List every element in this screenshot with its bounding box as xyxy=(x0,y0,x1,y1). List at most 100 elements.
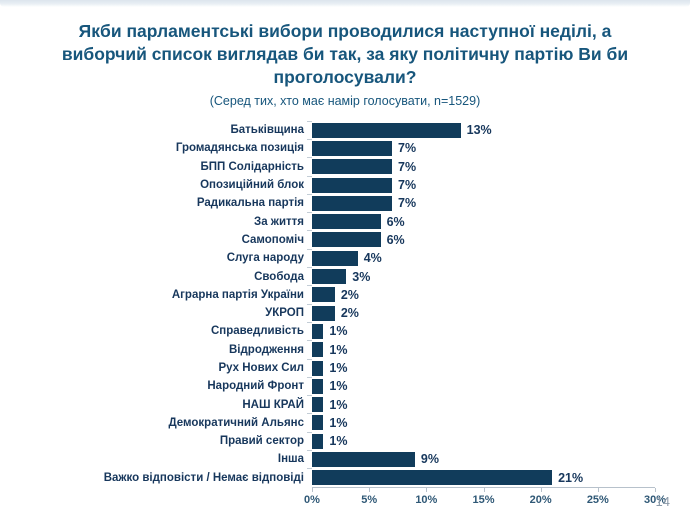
value-label: 4% xyxy=(363,251,382,266)
chart-row: Рух Нових Сил 1% xyxy=(0,358,690,377)
chart-row: Інша 9% xyxy=(0,449,690,468)
bar-track: 7% xyxy=(307,157,655,175)
value-label: 1% xyxy=(329,415,348,430)
value-label: 6% xyxy=(386,232,405,247)
bar-track: 2% xyxy=(307,285,655,303)
slide-top-border xyxy=(0,0,690,7)
category-label: Батьківщина xyxy=(230,124,305,137)
bar xyxy=(312,451,415,467)
category-label: Демократичний Альянс xyxy=(168,416,304,429)
bar-track: 13% xyxy=(307,120,655,138)
value-label: 1% xyxy=(329,434,348,449)
value-label: 1% xyxy=(329,324,348,339)
category-label: Інша xyxy=(277,453,304,466)
x-axis-tick-label: 0% xyxy=(304,494,320,506)
bar xyxy=(312,214,381,230)
category-label: Аграрна партія України xyxy=(171,288,304,301)
bar xyxy=(312,415,324,431)
chart-row: Громадянська позиція 7% xyxy=(0,138,690,157)
x-axis-tick xyxy=(312,488,313,492)
chart-row: Демократичний Альянс 1% xyxy=(0,413,690,432)
category-label: Свобода xyxy=(254,270,304,283)
chart-subtitle: (Серед тих, хто має намір голосувати, n=… xyxy=(209,94,481,109)
bar xyxy=(312,177,393,193)
x-axis-tick xyxy=(540,488,542,492)
value-label: 1% xyxy=(329,397,348,412)
value-label: 1% xyxy=(329,379,348,394)
chart-row: Самопоміч 6% xyxy=(0,230,690,249)
bar xyxy=(312,269,347,285)
bar xyxy=(312,250,358,266)
bar xyxy=(312,470,553,486)
bar xyxy=(312,397,324,413)
chart-row: Батьківщина 13% xyxy=(0,120,690,139)
page-number: 14 xyxy=(655,494,670,509)
bar-track: 1% xyxy=(307,340,655,358)
x-axis-tick xyxy=(483,488,485,492)
value-label: 6% xyxy=(386,214,405,229)
bar xyxy=(312,122,461,138)
value-label: 1% xyxy=(329,361,348,375)
chart-row: Опозиційний блок 7% xyxy=(0,175,690,194)
bar-track: 2% xyxy=(307,303,655,321)
value-label: 7% xyxy=(398,178,417,193)
chart-row: Аграрна партія України 2% xyxy=(0,285,690,304)
bar-track: 1% xyxy=(307,321,655,339)
category-label: Важко відповісти / Немає відповіді xyxy=(103,471,304,484)
x-axis-tick-label: 5% xyxy=(361,494,378,506)
bar xyxy=(312,342,324,358)
bar-track: 9% xyxy=(307,449,655,467)
value-label: 13% xyxy=(466,123,492,138)
bar-track: 6% xyxy=(307,230,655,248)
bar-track: 1% xyxy=(307,395,655,413)
x-axis-tick-label: 30% xyxy=(643,494,667,506)
bar xyxy=(312,378,324,394)
category-label: Відродження xyxy=(229,343,304,356)
bar xyxy=(312,232,381,248)
category-label: НАШ КРАЙ xyxy=(242,398,304,411)
bar xyxy=(312,140,393,156)
chart-row: Свобода 3% xyxy=(0,267,690,285)
chart-row: Правий сектор 1% xyxy=(0,431,690,450)
chart-row: БПП Солідарність 7% xyxy=(0,157,690,176)
value-label: 21% xyxy=(558,470,584,485)
bar-track: 4% xyxy=(307,248,655,266)
bar xyxy=(312,305,335,321)
x-axis: 0% 5% 10% 15% 20% 25% 30% xyxy=(304,487,666,508)
chart-title: Якби парламентські вибори проводилися на… xyxy=(61,21,629,88)
bar-track: 1% xyxy=(307,413,655,431)
value-label: 7% xyxy=(398,196,417,211)
chart-row: Слуга народу 4% xyxy=(0,248,690,267)
bar-track: 7% xyxy=(307,175,655,193)
bar-track: 1% xyxy=(307,431,655,449)
x-axis-tick xyxy=(426,488,428,492)
bar xyxy=(312,433,324,449)
chart-row: НАШ КРАЙ 1% xyxy=(0,395,690,413)
category-label: Опозиційний блок xyxy=(200,179,304,192)
value-label: 2% xyxy=(340,306,359,321)
bar xyxy=(312,195,393,211)
bar xyxy=(312,323,324,339)
x-axis-tick-label: 25% xyxy=(586,494,609,506)
bar-track: 3% xyxy=(307,267,655,285)
value-label: 2% xyxy=(340,287,359,302)
category-label: Правий сектор xyxy=(219,435,304,448)
category-label: УКРОП xyxy=(265,307,304,320)
chart-row: За життя 6% xyxy=(0,212,690,230)
bar-chart: Батьківщина 13% Громадянська позиція 7% БПП … xyxy=(0,120,690,487)
bar-track: 7% xyxy=(307,138,655,156)
value-label: 1% xyxy=(329,342,348,357)
bar-track: 21% xyxy=(307,468,655,486)
value-label: 7% xyxy=(398,141,417,156)
chart-row: Справедливість 1% xyxy=(0,321,690,340)
x-axis-tick-label: 20% xyxy=(529,494,552,506)
bar xyxy=(312,360,324,376)
category-label: БПП Солідарність xyxy=(200,160,305,173)
bar-track: 6% xyxy=(307,212,655,230)
x-axis-tick xyxy=(369,488,371,492)
category-label: Громадянська позиція xyxy=(175,142,304,155)
category-label: Справедливість xyxy=(210,325,304,338)
x-axis-tick xyxy=(655,488,656,492)
bar xyxy=(312,287,335,303)
bar-track: 7% xyxy=(307,193,655,211)
